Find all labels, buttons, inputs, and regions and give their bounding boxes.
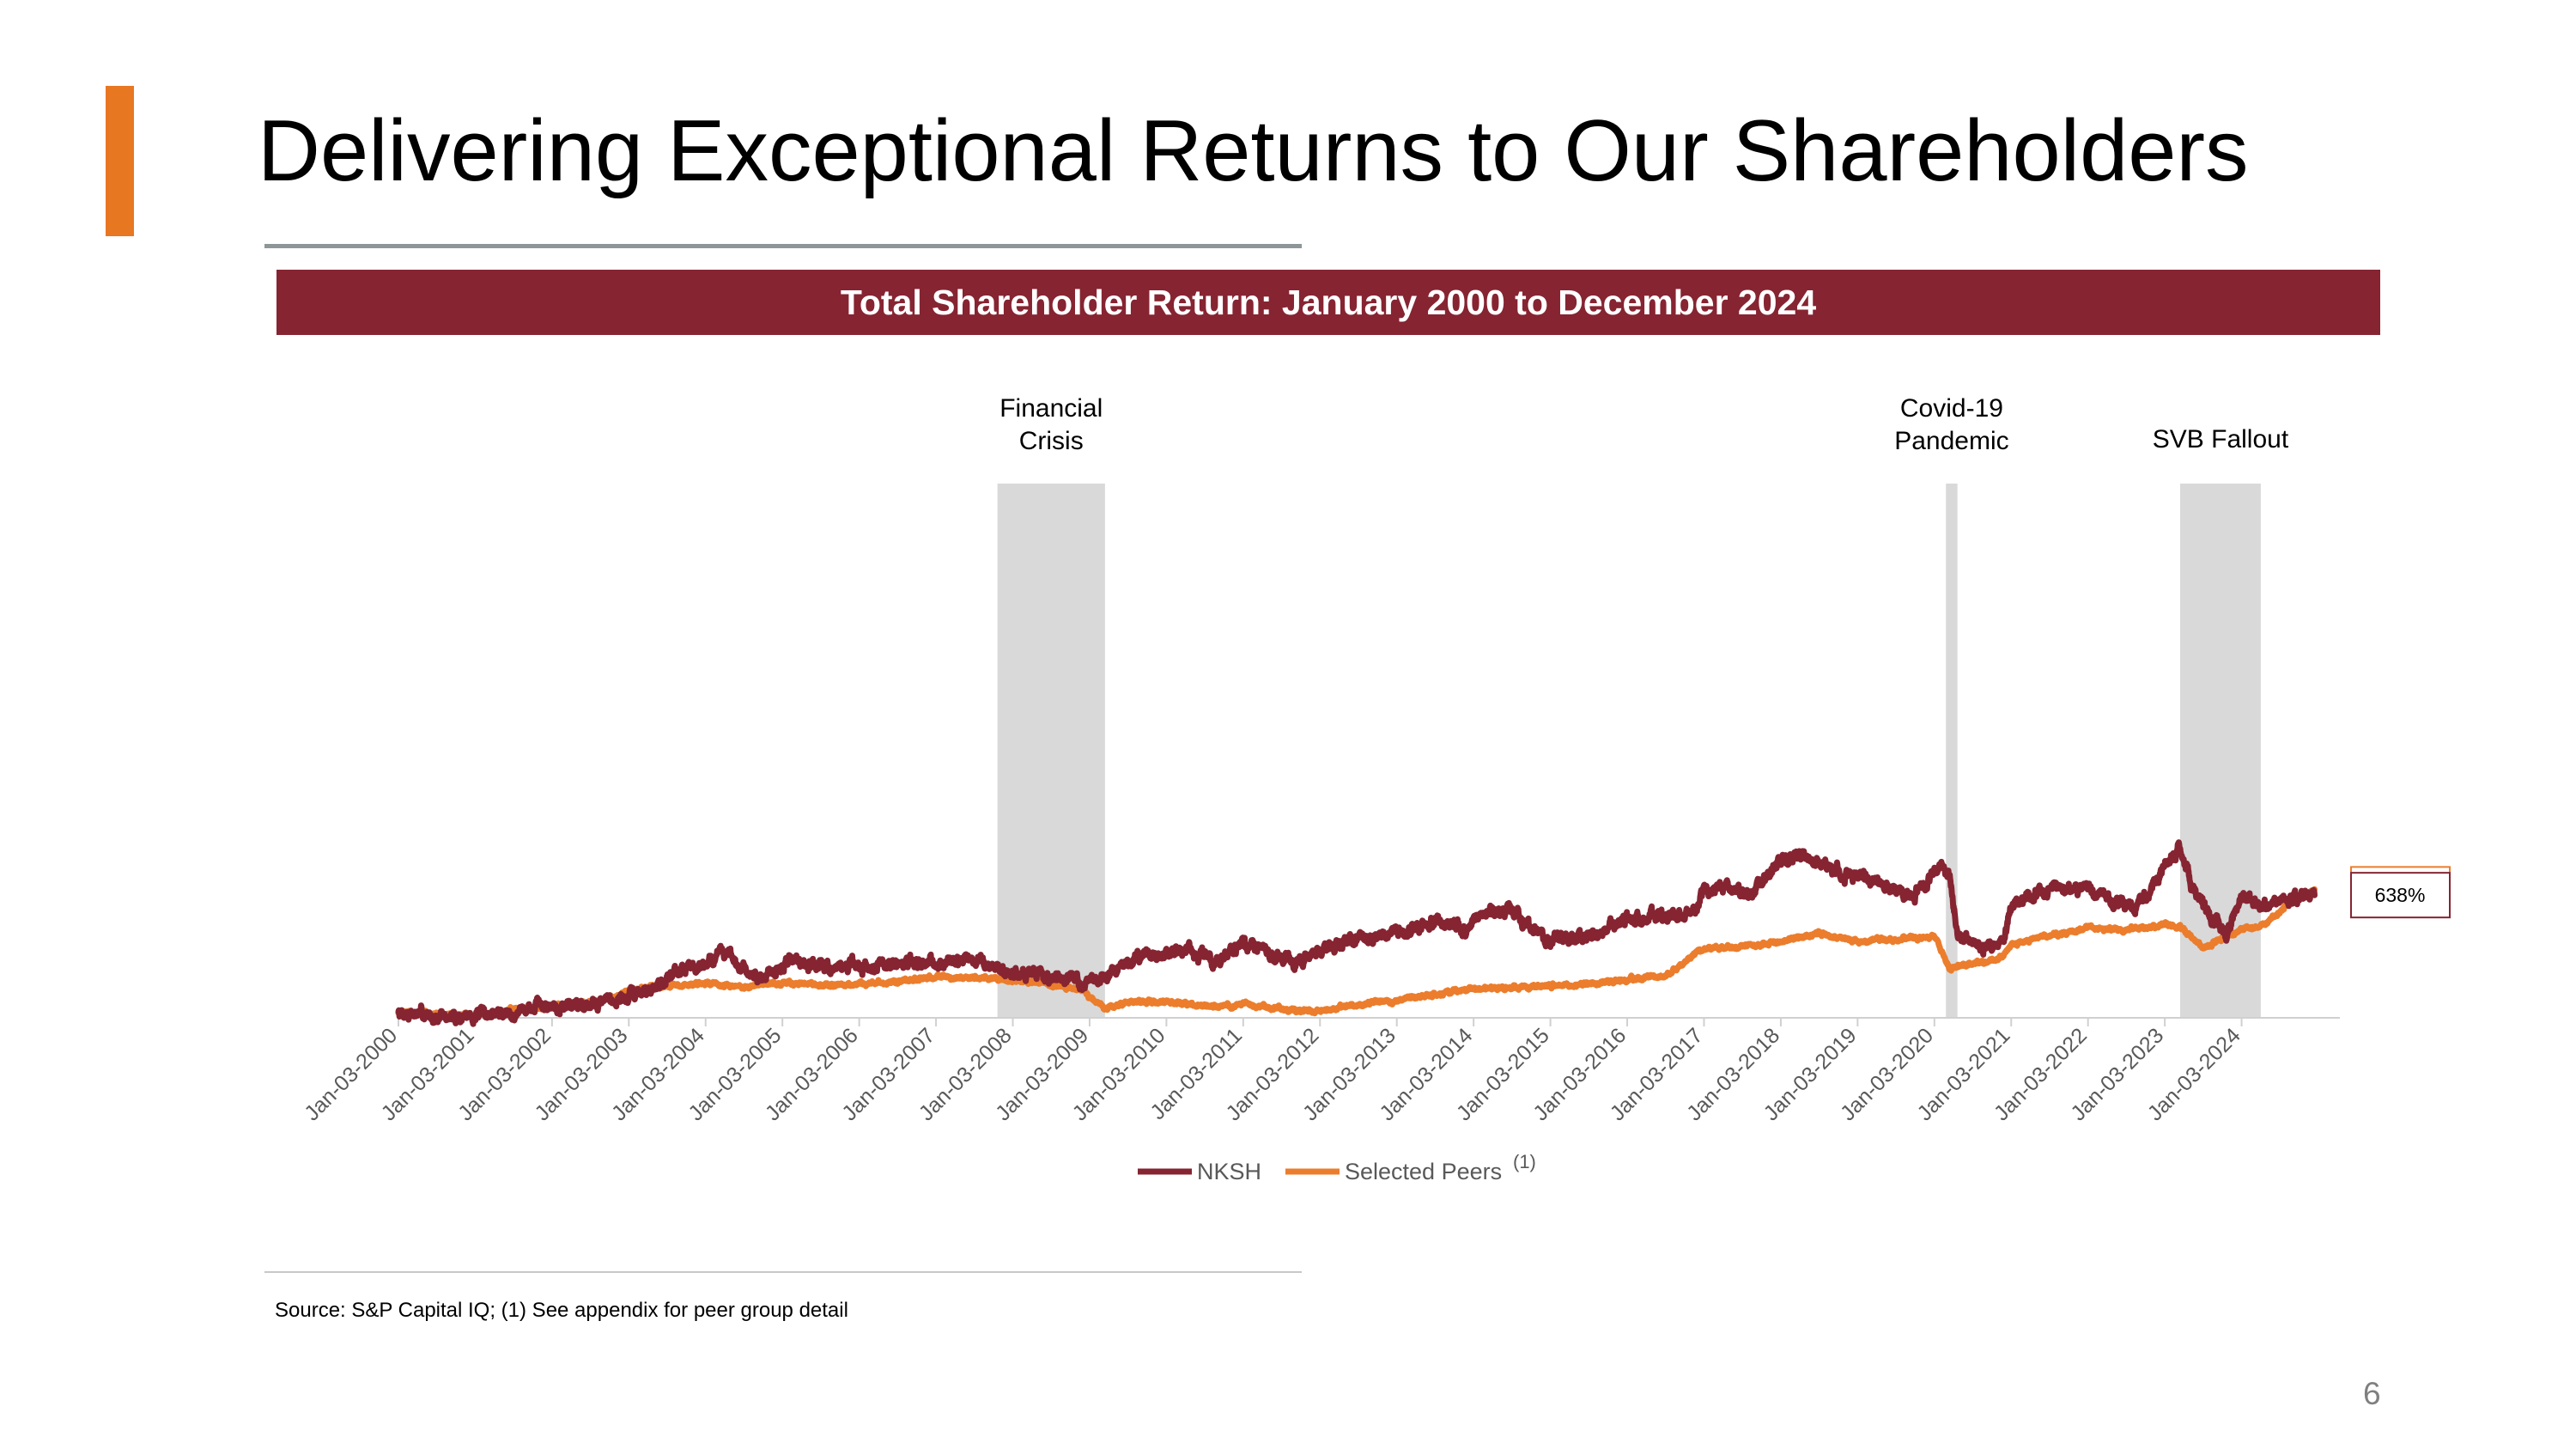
event-label-1-line-0: Covid-19 bbox=[1900, 394, 2003, 423]
x-tick-layer: Jan-03-2000Jan-03-2001Jan-03-2002Jan-03-… bbox=[300, 1018, 2245, 1126]
end-label-nksh: 638% bbox=[2375, 884, 2426, 906]
series-layer bbox=[395, 839, 2318, 1027]
legend-label-peers: Selected Peers bbox=[1345, 1159, 1502, 1184]
event-label-2-line-0: SVB Fallout bbox=[2153, 425, 2289, 454]
page-number: 6 bbox=[2363, 1376, 2381, 1411]
legend: NKSH Selected Peers (1) bbox=[1138, 1151, 1536, 1184]
event-label-1-line-1: Pandemic bbox=[1894, 427, 2008, 455]
event-label-0-line-0: Financial bbox=[999, 394, 1103, 423]
end-label-layer: 347%638% bbox=[2350, 866, 2451, 919]
page-title: Delivering Exceptional Returns to Our Sh… bbox=[258, 103, 2249, 199]
legend-footnote-marker: (1) bbox=[1513, 1151, 1536, 1172]
event-shading-0 bbox=[997, 484, 1105, 1018]
series-line-nksh bbox=[395, 839, 2318, 1027]
footer-divider bbox=[264, 1271, 1302, 1273]
event-annotation-layer: Financial Crisis Covid-19 Pandemic SVB Fallo… bbox=[999, 394, 2289, 455]
event-shading-layer bbox=[997, 484, 2261, 1018]
source-note: Source: S&P Capital IQ; (1) See appendix… bbox=[275, 1299, 848, 1322]
series-line-selected-peers bbox=[395, 886, 2318, 1021]
title-divider bbox=[264, 244, 1302, 248]
chart-title-banner: Total Shareholder Return: January 2000 t… bbox=[276, 270, 2380, 335]
legend-label-nksh: NKSH bbox=[1197, 1159, 1261, 1184]
title-accent-bar bbox=[106, 86, 134, 236]
end-label-box-0 bbox=[2350, 872, 2451, 919]
event-label-0-line-1: Crisis bbox=[1019, 427, 1084, 455]
